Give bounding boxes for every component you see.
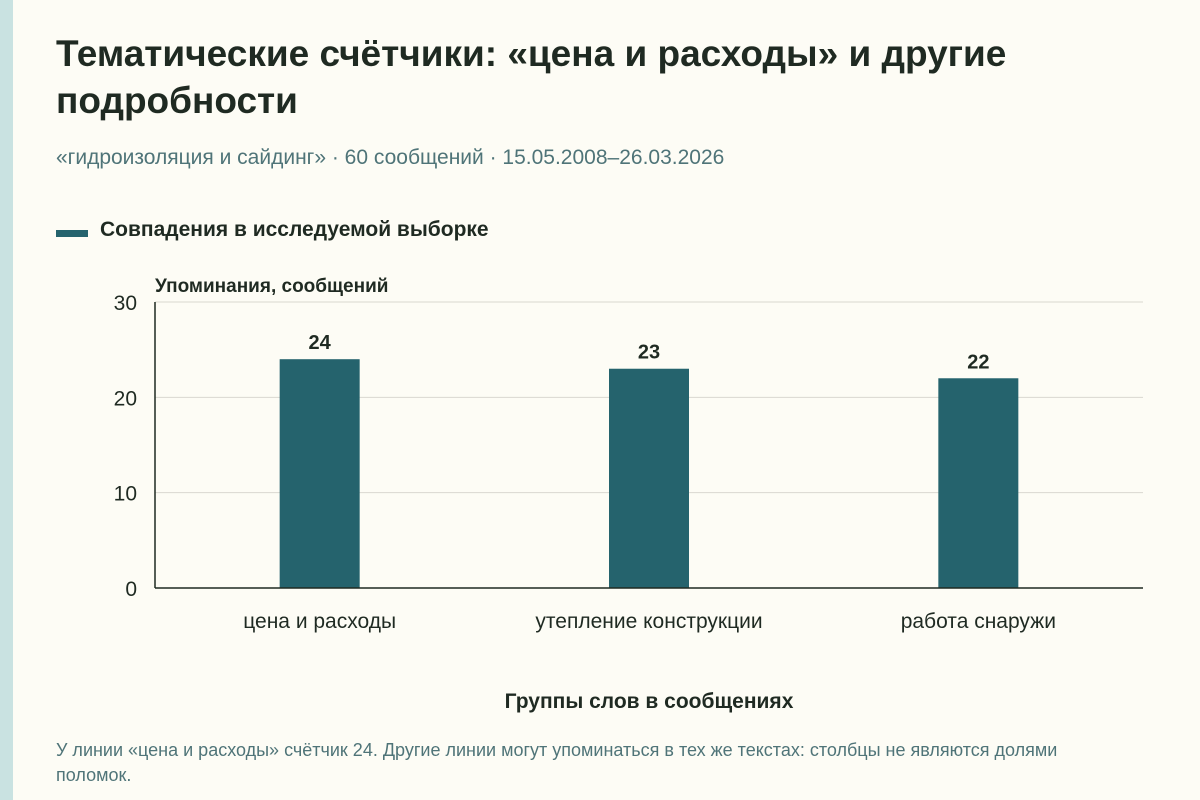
legend-label: Совпадения в исследуемой выборке xyxy=(100,218,489,241)
x-tick-label: работа снаружи xyxy=(901,610,1056,633)
x-tick-label: цена и расходы xyxy=(243,610,396,633)
footnote: У линии «цена и расходы» счётчик 24. Дру… xyxy=(56,740,1058,785)
bar xyxy=(279,359,360,588)
y-tick-label: 0 xyxy=(125,578,137,601)
chart-title: Тематические счётчики: «цена и расходы» … xyxy=(56,33,1007,121)
chart-subtitle: «гидроизоляция и сайдинг» · 60 сообщений… xyxy=(56,146,725,169)
data-label: 22 xyxy=(967,351,989,373)
y-axis-title: Упоминания, сообщений xyxy=(155,276,388,297)
y-tick-label: 30 xyxy=(114,292,137,315)
bar xyxy=(609,368,689,588)
y-tick-label: 10 xyxy=(114,483,137,506)
data-label: 23 xyxy=(638,342,660,364)
accent-stripe xyxy=(0,0,13,800)
data-label: 24 xyxy=(309,332,332,354)
legend: Совпадения в исследуемой выборке xyxy=(56,218,489,242)
x-axis-title: Группы слов в сообщениях xyxy=(505,690,794,713)
bar xyxy=(938,378,1019,588)
y-tick-label: 20 xyxy=(114,387,137,410)
legend-swatch xyxy=(56,229,88,237)
x-tick-label: утепление конструкции xyxy=(535,610,762,633)
